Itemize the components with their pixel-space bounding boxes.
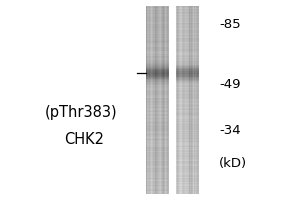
Text: -85: -85 bbox=[219, 18, 241, 31]
Text: CHK2: CHK2 bbox=[64, 132, 104, 148]
Text: (kD): (kD) bbox=[219, 157, 247, 170]
Text: -49: -49 bbox=[219, 78, 241, 91]
Text: (pThr383): (pThr383) bbox=[45, 104, 117, 119]
Text: -34: -34 bbox=[219, 124, 241, 137]
